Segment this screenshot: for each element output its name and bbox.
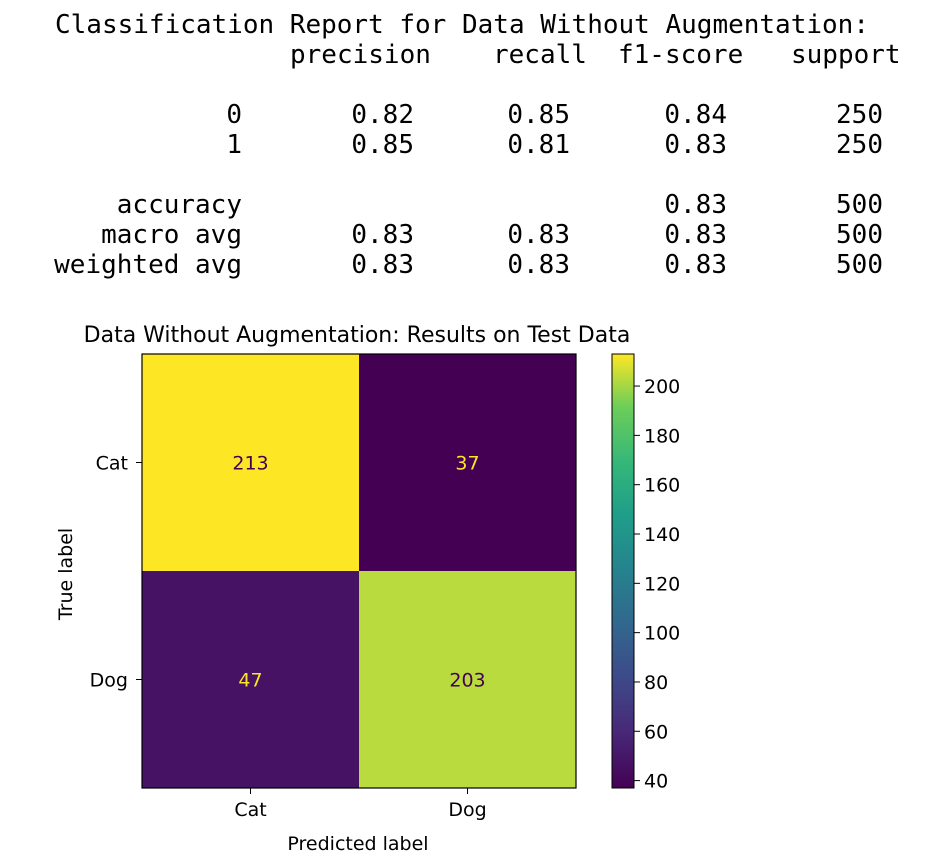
colorbar-tick-label: 80 — [644, 672, 668, 694]
cell-f1-0: 0.84 — [664, 100, 727, 130]
classification-report: Classification Report for Data Without A… — [0, 0, 930, 290]
y-axis-label: True label — [55, 528, 77, 621]
header-f1-score: f1-score — [618, 40, 744, 70]
x-axis-label: Predicted label — [287, 833, 428, 855]
colorbar-tick-label: 180 — [644, 425, 680, 447]
cell-recall-1: 0.81 — [507, 130, 570, 160]
cell-precision-macro: 0.83 — [351, 220, 414, 250]
row-label-accuracy: accuracy — [116, 190, 242, 220]
cell-f1-1: 0.83 — [664, 130, 727, 160]
cell-value-label: 47 — [238, 670, 262, 692]
row-label-macro-avg: macro avg — [101, 220, 242, 250]
cell-recall-macro: 0.83 — [507, 220, 570, 250]
colorbar-tick-label: 200 — [644, 376, 680, 398]
cell-recall-0: 0.85 — [507, 100, 570, 130]
cell-f1-macro: 0.83 — [664, 220, 727, 250]
y-tick-label: Cat — [96, 453, 128, 475]
header-recall: recall — [493, 40, 587, 70]
cell-value-label: 213 — [232, 453, 268, 475]
cell-f1-weighted: 0.83 — [664, 250, 727, 280]
cell-precision-weighted: 0.83 — [351, 250, 414, 280]
colorbar — [611, 353, 635, 789]
y-tick-label: Dog — [90, 670, 128, 692]
plot-frame — [141, 353, 577, 789]
cell-support-weighted: 500 — [836, 250, 883, 280]
x-tick-label: Cat — [234, 799, 266, 821]
row-label-1: 1 — [226, 130, 242, 160]
cell-support-accuracy: 500 — [836, 190, 883, 220]
cell-recall-weighted: 0.83 — [507, 250, 570, 280]
row-label-0: 0 — [226, 100, 242, 130]
cell-cat-dog — [359, 354, 576, 571]
cell-value-label: 37 — [455, 453, 479, 475]
cell-dog-dog — [359, 571, 576, 788]
cell-value-label: 203 — [449, 670, 485, 692]
cell-f1-accuracy: 0.83 — [664, 190, 727, 220]
chart-title: Data Without Augmentation: Results on Te… — [84, 323, 631, 348]
cell-precision-1: 0.85 — [351, 130, 414, 160]
header-precision: precision — [290, 40, 431, 70]
cell-support-1: 250 — [836, 130, 883, 160]
cell-support-macro: 500 — [836, 220, 883, 250]
cell-support-0: 250 — [836, 100, 883, 130]
confusion-matrix-chart: Data Without Augmentation: Results on Te… — [55, 323, 680, 855]
header-support: support — [791, 40, 901, 70]
cell-cat-cat — [142, 354, 359, 571]
cell-dog-cat — [142, 571, 359, 788]
colorbar-tick-label: 40 — [644, 771, 668, 793]
report-title: Classification Report for Data Without A… — [55, 10, 869, 40]
row-label-weighted-avg: weighted avg — [54, 250, 242, 280]
colorbar-tick-label: 140 — [644, 524, 680, 546]
colorbar-tick-label: 160 — [644, 475, 680, 497]
colorbar-tick-label: 120 — [644, 573, 680, 595]
colorbar-tick-label: 100 — [644, 623, 680, 645]
colorbar-tick-label: 60 — [644, 721, 668, 743]
cell-precision-0: 0.82 — [351, 100, 414, 130]
x-tick-label: Dog — [448, 799, 486, 821]
